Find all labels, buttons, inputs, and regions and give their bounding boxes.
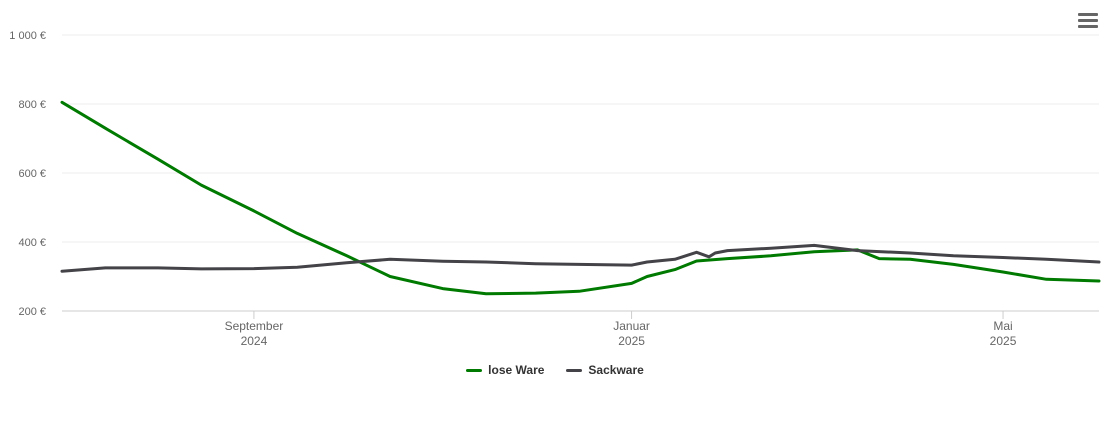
legend-swatch [566,368,583,372]
y-tick-label: 1 000 € [9,30,46,42]
legend-swatch [466,368,483,372]
hamburger-menu-icon-bar [1078,25,1098,28]
legend-label: lose Ware [488,363,545,377]
x-tick-label-month: Januar [613,319,650,333]
series-line-sackware[interactable] [60,243,1101,273]
y-tick-label: 600 € [18,168,46,180]
x-tick-label-year: 2024 [241,334,268,348]
hamburger-menu-icon [1078,13,1098,16]
y-tick-label: 800 € [18,99,46,111]
x-tick-label-year: 2025 [618,334,645,348]
legend-label: Sackware [588,363,644,377]
series-line-lose-ware[interactable] [60,100,1101,296]
series-lines [60,100,1101,296]
legend-item-lose-ware[interactable]: lose Ware [466,363,544,377]
y-tick-label: 200 € [18,306,46,318]
legend: lose Ware Sackware [0,363,1110,377]
chart-menu-button[interactable] [1078,13,1098,31]
x-tick-label-month: September [225,319,284,333]
y-axis: 200 € 400 € 600 € 800 € 1 000 € [9,30,46,318]
x-tick-label-month: Mai [993,319,1012,333]
x-tick-label-year: 2025 [990,334,1017,348]
grid [62,34,1099,243]
legend-item-sackware[interactable]: Sackware [566,363,644,377]
hamburger-menu-icon-bar [1078,19,1098,22]
y-tick-label: 400 € [18,237,46,249]
